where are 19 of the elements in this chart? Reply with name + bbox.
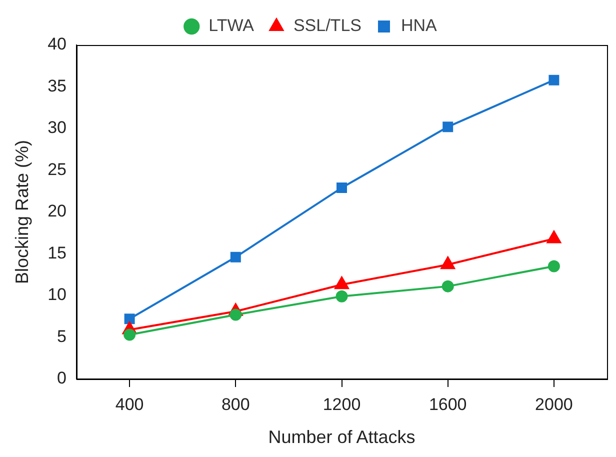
x-tick-label: 800 [221,394,250,414]
x-tick-label: 1200 [322,394,361,414]
x-tick-label: 2000 [535,394,573,414]
y-tick-label: 20 [48,202,67,221]
legend-label: LTWA [208,16,255,36]
y-tick-label: 5 [57,326,67,346]
x-axis-title: Number of Attacks [268,427,416,448]
y-tick-label: 35 [48,76,67,96]
y-tick-label: 30 [48,118,67,138]
legend-label: HNA [400,16,438,36]
y-tick-label: 10 [48,285,67,304]
x-tick-label: 400 [115,394,144,414]
legend-label: SSL/TLS [293,16,362,36]
y-tick-label: 15 [48,243,67,262]
y-tick-label: 0 [57,368,67,388]
y-tick-label: 40 [48,34,67,54]
y-axis-title: Blocking Rate (%) [12,140,32,284]
x-tick-label: 1600 [428,394,467,414]
y-tick-label: 25 [48,160,67,179]
